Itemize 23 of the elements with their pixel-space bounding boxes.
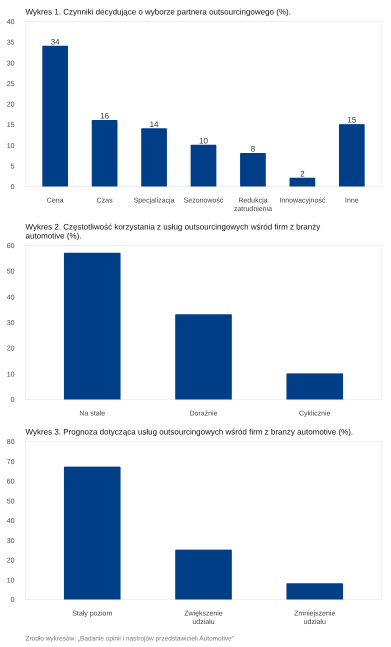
data-label: 16 [100,112,110,120]
bar [42,46,68,186]
chart-title: Wykres 2. Częstotliwość korzystania z usług outsourcingowych wśród firm z branży automotive (%). [26,222,320,240]
bar [286,583,344,600]
chart-title: Wykres 3. Prognoza dotycząca usług outsourcingowych wśród firm z branży automotive (%). [26,428,354,436]
data-label: 2 [300,169,306,178]
data-label: 8 [250,144,256,154]
data-label: 34 [50,37,60,46]
data-label: 10 [199,136,208,146]
bar [141,128,167,186]
bar [240,153,266,186]
bar [64,252,121,400]
bar [175,550,232,600]
bar [338,124,365,186]
bar [286,373,344,400]
chart-title: Wykres 1. Czynniki decydujące o wyborze partnera outsourcingowego (%). [26,8,291,16]
bar [190,144,216,186]
bar [92,120,118,186]
data-label: 15 [347,116,357,125]
bar [175,314,232,400]
bar [290,178,316,186]
data-label: 14 [150,120,160,129]
bar [64,466,121,600]
